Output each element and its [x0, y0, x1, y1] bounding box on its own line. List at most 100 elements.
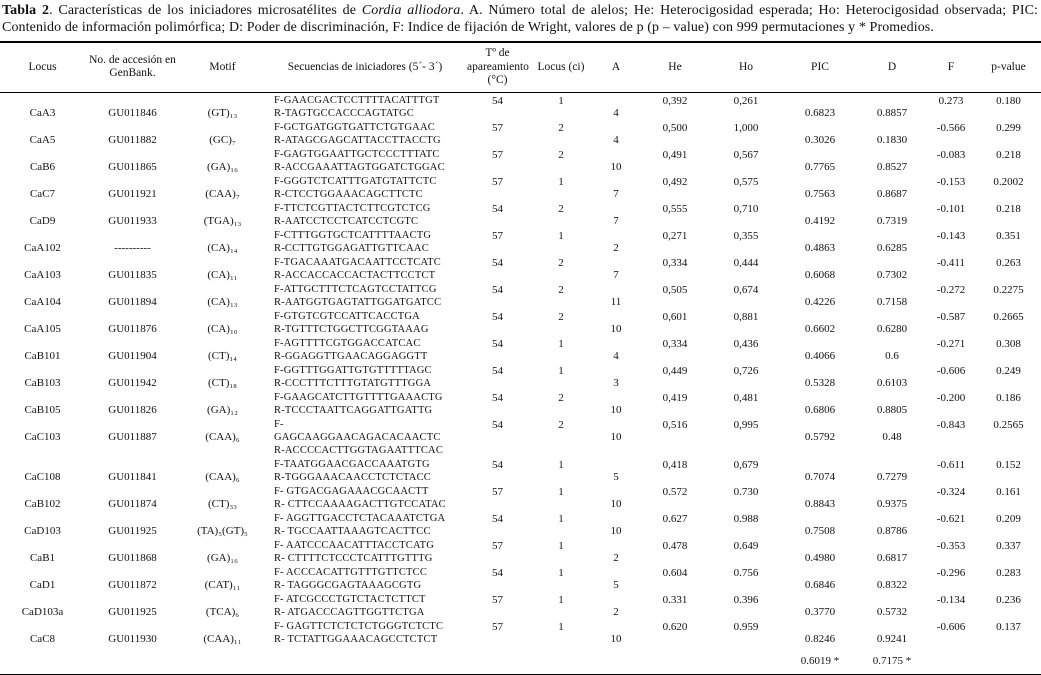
- locus-ci-cell: 1: [558, 229, 564, 242]
- annealing-temp-cell: 54: [492, 364, 503, 377]
- f-value: -0.353: [936, 539, 966, 552]
- d-cell: 0.8527: [876, 160, 908, 173]
- annealing-temp-cell: 54: [492, 283, 503, 296]
- locus-cell: CaB105: [24, 403, 61, 416]
- locus-cell: CaB103: [24, 376, 61, 389]
- ho-cell: 0.988: [733, 512, 759, 525]
- p-value-cell: 0.2565: [993, 418, 1024, 431]
- ho-cell: 1,000: [733, 121, 759, 134]
- f-cell: -0.606: [926, 363, 976, 390]
- table-row: CaB102 GU011874 (CT)₃₃ F- GTGACGAGAAACGC…: [0, 484, 1041, 511]
- annealing-temp-cell: 57: [492, 539, 503, 552]
- primer-sequences-cell: F- GAGCAAGGAACAGACACAACTC R-ACCCCACTTGGT…: [274, 418, 444, 456]
- d-cell: 0.6285: [876, 241, 908, 254]
- motif-cell: (CA)₁₁: [207, 268, 238, 281]
- d-average-cell: 0.7175 *: [872, 654, 912, 667]
- he-cell: 0,491: [662, 148, 688, 161]
- d-cell: 0.1830: [876, 133, 908, 146]
- motif-cell: (CA)₁₄: [207, 241, 238, 254]
- locus-cell: CaB6: [29, 160, 56, 173]
- header-p-value: p-value: [976, 42, 1041, 93]
- ho-cell: 0,726: [733, 364, 759, 377]
- locus-ci-cell: 2: [558, 256, 564, 269]
- locus-cell: CaD103a: [21, 605, 64, 618]
- primer-sequences-cell: F- AATCCCAACATTTACCTCATG R- CTTTTCTCCCTC…: [274, 539, 435, 564]
- f-cell: 0.273: [926, 92, 976, 120]
- motif-cell: (CT)₁₈: [207, 376, 238, 389]
- pic-cell: 0.6602: [804, 322, 836, 335]
- pic-cell: 0.6846: [804, 578, 836, 591]
- he-cell: 0.478: [662, 539, 688, 552]
- pic-cell: 0.7765: [804, 160, 836, 173]
- locus-cell: CaA5: [29, 133, 56, 146]
- genbank-cell: GU011865: [108, 160, 157, 173]
- p-value-cell: 0.186: [996, 391, 1021, 404]
- table-row: CaC103 GU011887 (CAA)₆ F- GAGCAAGGAACAGA…: [0, 417, 1041, 457]
- genbank-cell: GU011933: [108, 214, 157, 227]
- ho-cell: 0,481: [733, 391, 759, 404]
- locus-cell: CaA105: [24, 322, 61, 335]
- alleles-count-cell: 4: [613, 106, 619, 119]
- motif-cell: (GA)₁₆: [207, 551, 238, 564]
- locus-ci-cell: 1: [558, 539, 564, 552]
- he-cell: 0,334: [662, 256, 688, 269]
- ho-cell: 0,567: [733, 148, 759, 161]
- motif-cell: (CA)₁₃: [207, 295, 238, 308]
- p-value-cell: 0.137: [996, 620, 1021, 633]
- f-cell: -0.083: [926, 147, 976, 174]
- d-cell: 0.9241: [876, 632, 908, 645]
- f-cell: -0.143: [926, 228, 976, 255]
- f-value: -0.271: [936, 337, 966, 350]
- f-value: -0.587: [936, 310, 966, 323]
- motif-cell: (CAT)₁₁: [204, 578, 241, 591]
- table-row: CaA105 GU011876 (CA)₁₀ F-GTGTCGTCCATTCAC…: [0, 309, 1041, 336]
- he-cell: 0.620: [662, 620, 688, 633]
- d-cell: 0.8857: [876, 106, 908, 119]
- locus-ci-cell: 1: [558, 566, 564, 579]
- alleles-count-cell: 10: [610, 403, 622, 416]
- locus-ci-cell: 2: [558, 121, 564, 134]
- he-cell: 0,449: [662, 364, 688, 377]
- annealing-temp-cell: 54: [492, 94, 503, 107]
- table-row: CaD1 GU011872 (CAT)₁₁ F- ACCCACATTGTTTGT…: [0, 565, 1041, 592]
- d-cell: 0.7158: [876, 295, 908, 308]
- f-cell: -0.101: [926, 201, 976, 228]
- empty-cell: [530, 646, 592, 675]
- pic-cell: 0.4192: [804, 214, 836, 227]
- annealing-temp-cell: 57: [492, 175, 503, 188]
- motif-cell: (TA)₅(GT)₅: [197, 524, 248, 537]
- pic-cell: 0.5792: [804, 430, 836, 443]
- locus-cell: CaC103: [24, 430, 61, 443]
- genbank-cell: GU011925: [108, 605, 157, 618]
- f-cell: -0.353: [926, 538, 976, 565]
- pic-cell: 0.4863: [804, 241, 836, 254]
- header-f: F: [926, 42, 976, 93]
- f-value: -0.411: [936, 256, 965, 269]
- ho-cell: 0,995: [733, 418, 759, 431]
- primer-sequences-cell: F- GAGTTCTCTCTCTGGGTCTCTC R- TCTATTGGAAA…: [274, 620, 444, 645]
- ho-cell: 0.959: [733, 620, 759, 633]
- alleles-count-cell: 7: [613, 214, 619, 227]
- d-cell: 0.6280: [876, 322, 908, 335]
- f-cell: -0.134: [926, 592, 976, 619]
- primer-sequences-cell: F- GTGACGAGAAACGCAACTT R- CTTCCAAAAGACTT…: [274, 485, 446, 510]
- p-value-cell: 0.2002: [993, 175, 1024, 188]
- header-locus: Locus: [0, 42, 85, 93]
- table-row: CaA3 GU011846 (GT)₁₃ F-GAACGACTCCTTTTACA…: [0, 92, 1041, 120]
- he-cell: 0,271: [662, 229, 688, 242]
- d-cell: 0.5732: [876, 605, 908, 618]
- he-cell: 0,492: [662, 175, 688, 188]
- alleles-count-cell: 2: [613, 605, 619, 618]
- ho-cell: 0.649: [733, 539, 759, 552]
- he-cell: 0,601: [662, 310, 688, 323]
- annealing-temp-cell: 54: [492, 566, 503, 579]
- annealing-temp-cell: 54: [492, 512, 503, 525]
- primer-sequences-cell: F- ACCCACATTGTTTGTTCTCC R- TAGGGCGAGTAAA…: [274, 566, 428, 591]
- p-value-cell: 0.218: [996, 202, 1021, 215]
- f-cell: -0.566: [926, 120, 976, 147]
- f-cell: -0.411: [926, 255, 976, 282]
- table-row: CaB1 GU011868 (GA)₁₆ F- AATCCCAACATTTACC…: [0, 538, 1041, 565]
- he-cell: 0,500: [662, 121, 688, 134]
- f-value: -0.606: [936, 620, 966, 633]
